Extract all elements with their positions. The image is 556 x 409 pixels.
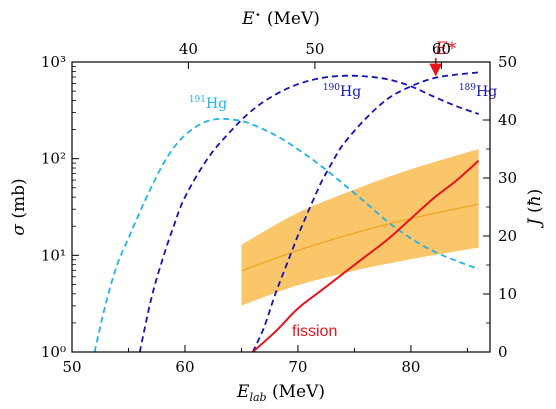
y-axis-right-label: J (ħ) [525,189,545,228]
plot-area [93,71,480,352]
series-label-190hg: 190Hg [323,83,361,100]
y-left-tick-label: 10⁰ [41,343,66,361]
y-left-tick-label: 10³ [41,53,66,71]
x-axis-top-label: E⋆ (MeV) [241,8,320,29]
x-bottom-tick-label: 50 [62,358,81,376]
x-top-tick-label: 50 [305,40,324,58]
x-bottom-tick-label: 80 [401,358,420,376]
band-center-line [241,203,479,272]
series-label-189hg: 189Hg [459,83,497,100]
series-label-191hg: 191Hg [189,95,227,112]
y-left-tick-label: 10¹ [41,246,66,264]
series-label-fission: fission [292,323,337,340]
y-right-tick-label: 10 [498,285,517,303]
y-right-tick-label: 30 [498,169,517,187]
y-right-tick-label: 40 [498,111,517,129]
y-axis-left-label: σ (mb) [9,178,29,235]
y-right-tick-label: 20 [498,227,517,245]
x-top-tick-label: 60 [432,40,451,58]
x-top-tick-label: 40 [179,40,198,58]
x-bottom-tick-label: 60 [175,358,194,376]
band-area [241,149,479,306]
annotation-estar: E* [434,39,456,59]
series-line-189hg [251,71,479,352]
series-line-190hg [138,74,479,352]
series-line-fission [252,159,480,352]
labels-layer: 191Hg 190Hg 189Hg fission E* [189,39,497,340]
ticks-layer: 50 60 70 80 40 50 60 10⁰ 10¹ 10² 10³ 0 10 20 30 40 50 [41,40,517,376]
x-axis-bottom-label: Elab (MeV) [236,382,325,404]
x-bottom-tick-label: 70 [288,358,307,376]
y-right-tick-label: 50 [498,53,517,71]
y-right-tick-label: 0 [498,343,508,361]
y-left-tick-label: 10² [41,150,66,168]
